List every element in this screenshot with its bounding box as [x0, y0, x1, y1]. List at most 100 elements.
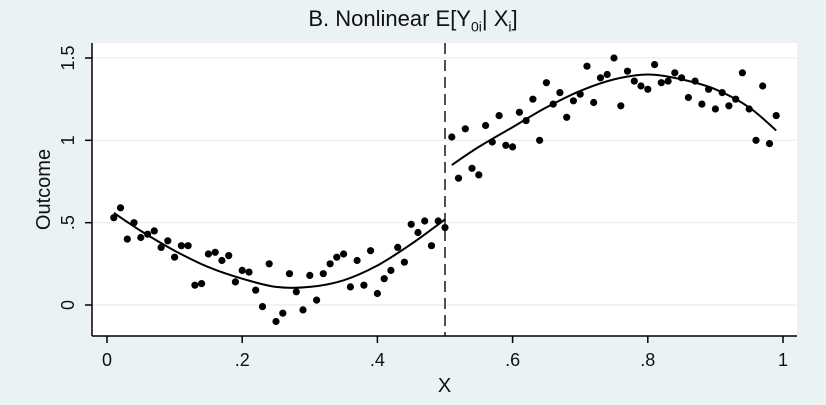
data-point: [231, 278, 239, 286]
data-point: [684, 93, 693, 102]
data-point: [596, 74, 605, 82]
data-point: [258, 303, 267, 311]
data-point: [488, 138, 496, 146]
y-axis-title: Outcome: [33, 149, 55, 230]
data-point: [461, 125, 469, 133]
data-point: [434, 217, 442, 225]
data-point: [765, 140, 774, 148]
data-point: [245, 268, 253, 276]
data-points: [110, 54, 780, 326]
data-point: [177, 242, 185, 250]
data-point: [306, 271, 314, 279]
data-point: [752, 136, 760, 144]
data-point: [427, 242, 436, 250]
data-point: [617, 102, 625, 110]
data-point: [333, 253, 341, 261]
data-point: [569, 97, 578, 105]
data-point: [637, 82, 645, 90]
data-point: [110, 214, 118, 222]
data-point: [698, 100, 706, 108]
data-point: [265, 260, 273, 268]
data-point: [475, 171, 483, 179]
y-tick-label: .5: [58, 215, 78, 230]
x-tick-label: 0: [102, 350, 112, 370]
grid-lines: [92, 57, 797, 306]
data-point: [563, 113, 571, 121]
data-point: [745, 105, 753, 113]
data-point: [116, 204, 125, 212]
data-point: [711, 105, 720, 113]
y-axis-ticks: 0 .5 1 1.5: [58, 45, 92, 310]
data-point: [313, 296, 321, 304]
data-point: [705, 85, 713, 93]
data-point: [387, 266, 395, 274]
chart-title-sub2: i: [508, 18, 512, 35]
data-point: [759, 82, 767, 90]
data-point: [279, 309, 287, 317]
data-point: [603, 70, 611, 79]
data-point: [529, 95, 537, 103]
data-point: [576, 90, 584, 98]
data-point: [657, 79, 665, 87]
data-point: [150, 227, 158, 235]
data-point: [367, 247, 375, 255]
y-tick-label: 0: [58, 300, 78, 310]
data-point: [414, 228, 422, 237]
data-point: [198, 280, 206, 288]
fit-line-left: [113, 211, 446, 289]
chart-title-sub1: 0i: [470, 18, 482, 35]
chart-title-prefix: B. Nonlinear E[Y: [308, 6, 471, 31]
data-point: [299, 306, 307, 314]
data-point: [495, 112, 503, 120]
data-point: [468, 164, 476, 172]
data-point: [725, 102, 733, 110]
data-point: [482, 121, 490, 130]
x-tick-label: .2: [235, 350, 250, 370]
data-point: [238, 266, 246, 274]
data-point: [191, 281, 199, 289]
y-tick-label: 1: [58, 135, 78, 145]
data-point: [664, 77, 672, 85]
data-point: [164, 237, 172, 245]
data-point: [272, 317, 280, 326]
data-point: [218, 256, 226, 265]
data-point: [522, 117, 530, 125]
data-point: [225, 252, 233, 260]
data-point: [502, 141, 510, 149]
x-tick-label: .4: [370, 350, 385, 370]
data-point: [454, 174, 463, 182]
data-point: [360, 281, 368, 289]
data-point: [732, 95, 740, 103]
x-tick-label: 1: [778, 350, 788, 370]
data-point: [123, 235, 131, 243]
data-point: [407, 220, 415, 228]
data-point: [184, 242, 192, 250]
data-point: [400, 258, 408, 266]
data-point: [171, 253, 179, 261]
data-point: [549, 100, 557, 108]
data-point: [346, 283, 354, 291]
data-point: [542, 79, 551, 87]
data-point: [319, 270, 327, 278]
data-point: [292, 288, 300, 296]
data-point: [285, 270, 294, 278]
data-point: [556, 89, 564, 97]
x-tick-label: .6: [505, 350, 520, 370]
data-point: [380, 275, 388, 283]
data-point: [583, 62, 591, 70]
data-point: [421, 217, 429, 225]
data-point: [144, 230, 152, 238]
data-point: [590, 98, 598, 107]
data-point: [651, 61, 659, 69]
data-point: [718, 89, 726, 97]
data-point: [738, 69, 747, 77]
data-point: [508, 143, 517, 151]
data-point: [157, 243, 165, 251]
data-point: [373, 289, 381, 298]
data-point: [441, 224, 449, 232]
x-axis-ticks: 0 .2 .4 .6 .8 1: [102, 336, 788, 370]
data-point: [671, 69, 679, 77]
data-point: [340, 250, 348, 258]
data-point: [394, 243, 402, 251]
